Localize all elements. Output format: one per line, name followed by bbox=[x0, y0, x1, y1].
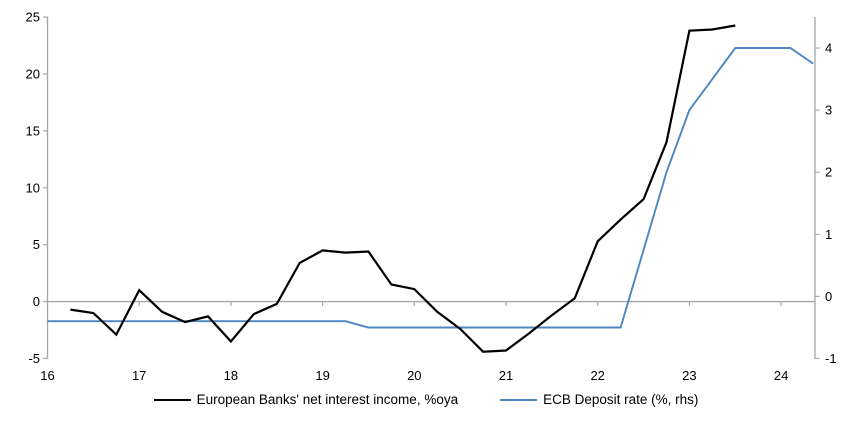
legend-label-net-interest-income: European Banks' net interest income, %oy… bbox=[196, 392, 459, 407]
left-axis-label: 0 bbox=[33, 294, 40, 309]
x-axis-label: 22 bbox=[590, 368, 604, 383]
left-axis-label: 20 bbox=[26, 66, 40, 81]
x-axis-label: 19 bbox=[315, 368, 329, 383]
left-axis-label: 15 bbox=[26, 123, 40, 138]
legend-label-ecb-deposit-rate: ECB Deposit rate (%, rhs) bbox=[543, 392, 699, 407]
net-interest-income-line bbox=[70, 24, 736, 353]
ecb-deposit-rate-line bbox=[47, 47, 814, 329]
left-axis-label: -5 bbox=[28, 351, 40, 366]
right-axis-label: 4 bbox=[825, 41, 832, 56]
x-axis-label: 17 bbox=[132, 368, 146, 383]
x-axis-label: 18 bbox=[224, 368, 238, 383]
right-axis-label: 0 bbox=[825, 289, 832, 304]
legend: European Banks' net interest income, %oy… bbox=[0, 392, 852, 407]
right-axis-label: -1 bbox=[825, 351, 837, 366]
left-axis-label: 25 bbox=[26, 10, 40, 25]
blue-line-sample-icon bbox=[500, 398, 538, 401]
x-axis-label: 21 bbox=[499, 368, 513, 383]
right-axis-label: 1 bbox=[825, 227, 832, 242]
x-axis-label: 24 bbox=[774, 368, 788, 383]
legend-item-ecb-deposit-rate: ECB Deposit rate (%, rhs) bbox=[500, 392, 698, 407]
left-axis-label: 5 bbox=[33, 237, 40, 252]
right-axis-label: 2 bbox=[825, 165, 832, 180]
right-axis-label: 3 bbox=[825, 103, 832, 118]
legend-item-net-interest-income: European Banks' net interest income, %oy… bbox=[153, 392, 459, 407]
black-line-sample-icon bbox=[153, 398, 191, 401]
x-axis-label: 23 bbox=[682, 368, 696, 383]
x-axis-label: 16 bbox=[40, 368, 54, 383]
left-axis-label: 10 bbox=[26, 180, 40, 195]
x-axis-label: 20 bbox=[407, 368, 421, 383]
